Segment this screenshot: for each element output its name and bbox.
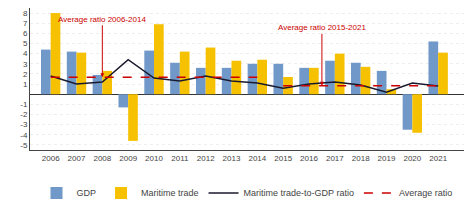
svg-text:-1: -1: [20, 100, 28, 109]
svg-text:2011: 2011: [171, 154, 189, 163]
svg-text:7: 7: [23, 19, 28, 28]
svg-text:Average ratio 2015-2021: Average ratio 2015-2021: [278, 23, 366, 32]
svg-text:4: 4: [23, 49, 28, 58]
svg-text:2014: 2014: [248, 154, 266, 163]
svg-text:6: 6: [23, 29, 28, 38]
svg-text:2012: 2012: [197, 154, 215, 163]
svg-text:2008: 2008: [93, 154, 111, 163]
svg-text:2013: 2013: [223, 154, 241, 163]
svg-text:1: 1: [23, 80, 28, 89]
svg-text:Maritime trade-to-GDP ratio: Maritime trade-to-GDP ratio: [244, 188, 354, 198]
svg-text:5: 5: [23, 39, 28, 48]
svg-text:2021: 2021: [429, 154, 447, 163]
svg-text:2006: 2006: [42, 154, 60, 163]
svg-text:2016: 2016: [300, 154, 318, 163]
svg-text:-2: -2: [20, 110, 28, 119]
svg-text:2020: 2020: [403, 154, 421, 163]
svg-text:-4: -4: [20, 131, 28, 140]
svg-text:Average ratio: Average ratio: [399, 188, 452, 198]
svg-text:2018: 2018: [352, 154, 370, 163]
svg-text:2009: 2009: [119, 154, 137, 163]
svg-text:2017: 2017: [326, 154, 344, 163]
svg-text:2019: 2019: [378, 154, 396, 163]
svg-text:3: 3: [23, 60, 28, 69]
svg-text:Maritime trade: Maritime trade: [141, 188, 199, 198]
svg-text:-5: -5: [20, 141, 28, 150]
svg-text:GDP: GDP: [77, 188, 97, 198]
svg-text:8: 8: [23, 9, 28, 18]
svg-text:2: 2: [23, 70, 28, 79]
svg-text:-3: -3: [20, 120, 28, 129]
svg-text:2007: 2007: [68, 154, 86, 163]
svg-text:Average ratio 2006-2014: Average ratio 2006-2014: [58, 15, 146, 24]
svg-text:2015: 2015: [274, 154, 292, 163]
svg-text:2010: 2010: [145, 154, 163, 163]
